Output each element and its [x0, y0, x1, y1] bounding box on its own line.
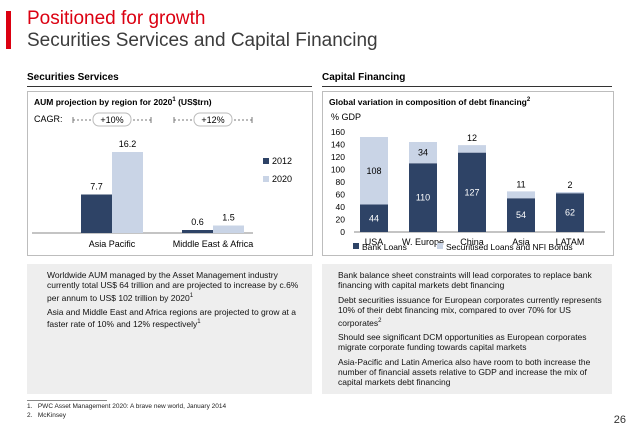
bar-value-label: 1.5 — [222, 213, 235, 223]
page-subtitle: Securities Services and Capital Financin… — [27, 30, 378, 51]
legend-swatch-2012 — [263, 158, 269, 164]
y-tick-label: 100 — [331, 165, 345, 175]
bullet-text: Should see significant DCM opportunities… — [338, 331, 587, 353]
capital-bullet: Should see significant DCM opportunities… — [338, 332, 604, 353]
category-label: USA — [365, 237, 384, 247]
capital-bullet: Asia-Pacific and Latin America also have… — [338, 357, 604, 388]
bar-2012 — [182, 230, 213, 233]
legend-label: Bank Loans — [362, 242, 407, 252]
category-label: Middle East & Africa — [173, 239, 254, 249]
capital-bullet: Bank balance sheet constraints will lead… — [338, 270, 604, 291]
page-title: Positioned for growth — [27, 8, 206, 29]
footnote-1: 1. PWC Asset Management 2020: A brave ne… — [27, 403, 227, 410]
cagr-value: +10% — [100, 115, 123, 125]
cagr-badge — [92, 112, 132, 127]
capital-financing-bullets: Bank balance sheet constraints will lead… — [322, 264, 612, 394]
bullet-text: Bank balance sheet constraints will lead… — [338, 270, 592, 291]
section-title-securities-services: Securities Services — [27, 72, 119, 83]
accent-bar — [6, 11, 11, 49]
legend-swatch-2020 — [263, 176, 269, 182]
securities-bullet: Worldwide AUM managed by the Asset Manag… — [47, 270, 302, 303]
legend-swatch — [353, 243, 359, 249]
legend-label: Securitised Loans and NFI Bonds — [446, 242, 573, 252]
footnote-ref: 1 — [197, 319, 201, 326]
y-tick-label: 60 — [336, 190, 346, 200]
bar-securitised — [458, 145, 486, 153]
category-label: W. Europe — [402, 237, 444, 247]
category-label: LATAM — [556, 237, 585, 247]
cagr-badge — [193, 112, 233, 127]
bar-bank-loans — [556, 193, 584, 232]
bar-value-label: 0.6 — [191, 217, 204, 227]
aum-chart-title: AUM projection by region for 20201 (US$t… — [34, 97, 212, 107]
footnote-rule — [27, 400, 107, 401]
bullet-text: Worldwide AUM managed by the Asset Manag… — [47, 270, 299, 303]
debt-chart: % GDP 0 20 40 60 80 100 120 140 160 44 108 USA 110 34 W… — [331, 112, 605, 252]
footnote-ref: 1 — [189, 292, 194, 299]
bar-value-label: 16.2 — [119, 139, 137, 149]
bar-value-label: 34 — [418, 148, 428, 158]
bar-bank-loans — [507, 198, 535, 232]
legend-swatch — [437, 243, 443, 249]
legend-label: 2020 — [272, 174, 292, 184]
y-tick-label: 40 — [336, 202, 346, 212]
category-label: China — [460, 237, 484, 247]
bar-2020 — [112, 152, 143, 233]
section-title-capital-financing: Capital Financing — [322, 72, 406, 83]
bar-bank-loans — [458, 152, 486, 232]
bar-securitised — [360, 137, 388, 205]
bar-value-label: 12 — [467, 133, 477, 143]
bar-value-label: 2 — [567, 180, 572, 190]
y-tick-label: 0 — [340, 227, 345, 237]
footnote-2: 2. McKinsey — [27, 412, 67, 419]
cagr-label: CAGR: — [34, 114, 63, 124]
bar-2020 — [213, 225, 244, 233]
debt-chart-title: Global variation in composition of debt … — [329, 97, 531, 107]
bar-2012 — [81, 194, 112, 233]
bullet-text: Debt securities issuance for European co… — [338, 294, 602, 328]
bar-value-label: 44 — [369, 213, 379, 223]
aum-chart: CAGR: 7.7 16.2 Asia Pacific +10% 0.6 1.5 Middle… — [32, 112, 292, 249]
bar-securitised — [409, 142, 437, 164]
debt-chart-box: Global variation in composition of debt … — [322, 91, 614, 256]
bar-value-label: 54 — [516, 210, 526, 220]
y-tick-label: 160 — [331, 127, 345, 137]
y-tick-label: 20 — [336, 215, 346, 225]
category-label: Asia — [512, 237, 530, 247]
bar-value-label: 127 — [464, 187, 479, 197]
bar-value-label: 11 — [516, 179, 525, 189]
securities-bullet: Asia and Middle East and Africa regions … — [47, 307, 302, 330]
securities-services-bullets: Worldwide AUM managed by the Asset Manag… — [27, 264, 312, 394]
legend-label: 2012 — [272, 156, 292, 166]
bar-value-label: 7.7 — [90, 182, 103, 192]
bar-bank-loans — [409, 163, 437, 232]
y-tick-label: 120 — [331, 152, 345, 162]
bar-securitised — [507, 191, 535, 199]
section-rule-left — [27, 86, 312, 87]
y-axis-label: % GDP — [331, 112, 361, 122]
bullet-text: Asia and Middle East and Africa regions … — [47, 307, 297, 330]
aum-chart-box: AUM projection by region for 20201 (US$t… — [27, 91, 313, 256]
cagr-value: +12% — [201, 115, 224, 125]
bar-bank-loans — [360, 204, 388, 232]
y-tick-label: 140 — [331, 140, 345, 150]
category-label: Asia Pacific — [89, 239, 136, 249]
bullet-text: Asia-Pacific and Latin America also have… — [338, 356, 591, 388]
bar-value-label: 62 — [565, 208, 575, 218]
page-number: 26 — [613, 414, 626, 426]
capital-bullet: Debt securities issuance for European co… — [338, 295, 604, 328]
bar-value-label: 108 — [366, 166, 381, 176]
y-tick-label: 80 — [336, 177, 346, 187]
footnote-ref: 2 — [378, 317, 382, 324]
bar-securitised — [556, 192, 584, 194]
bar-value-label: 110 — [416, 193, 430, 203]
section-rule-right — [322, 86, 612, 87]
